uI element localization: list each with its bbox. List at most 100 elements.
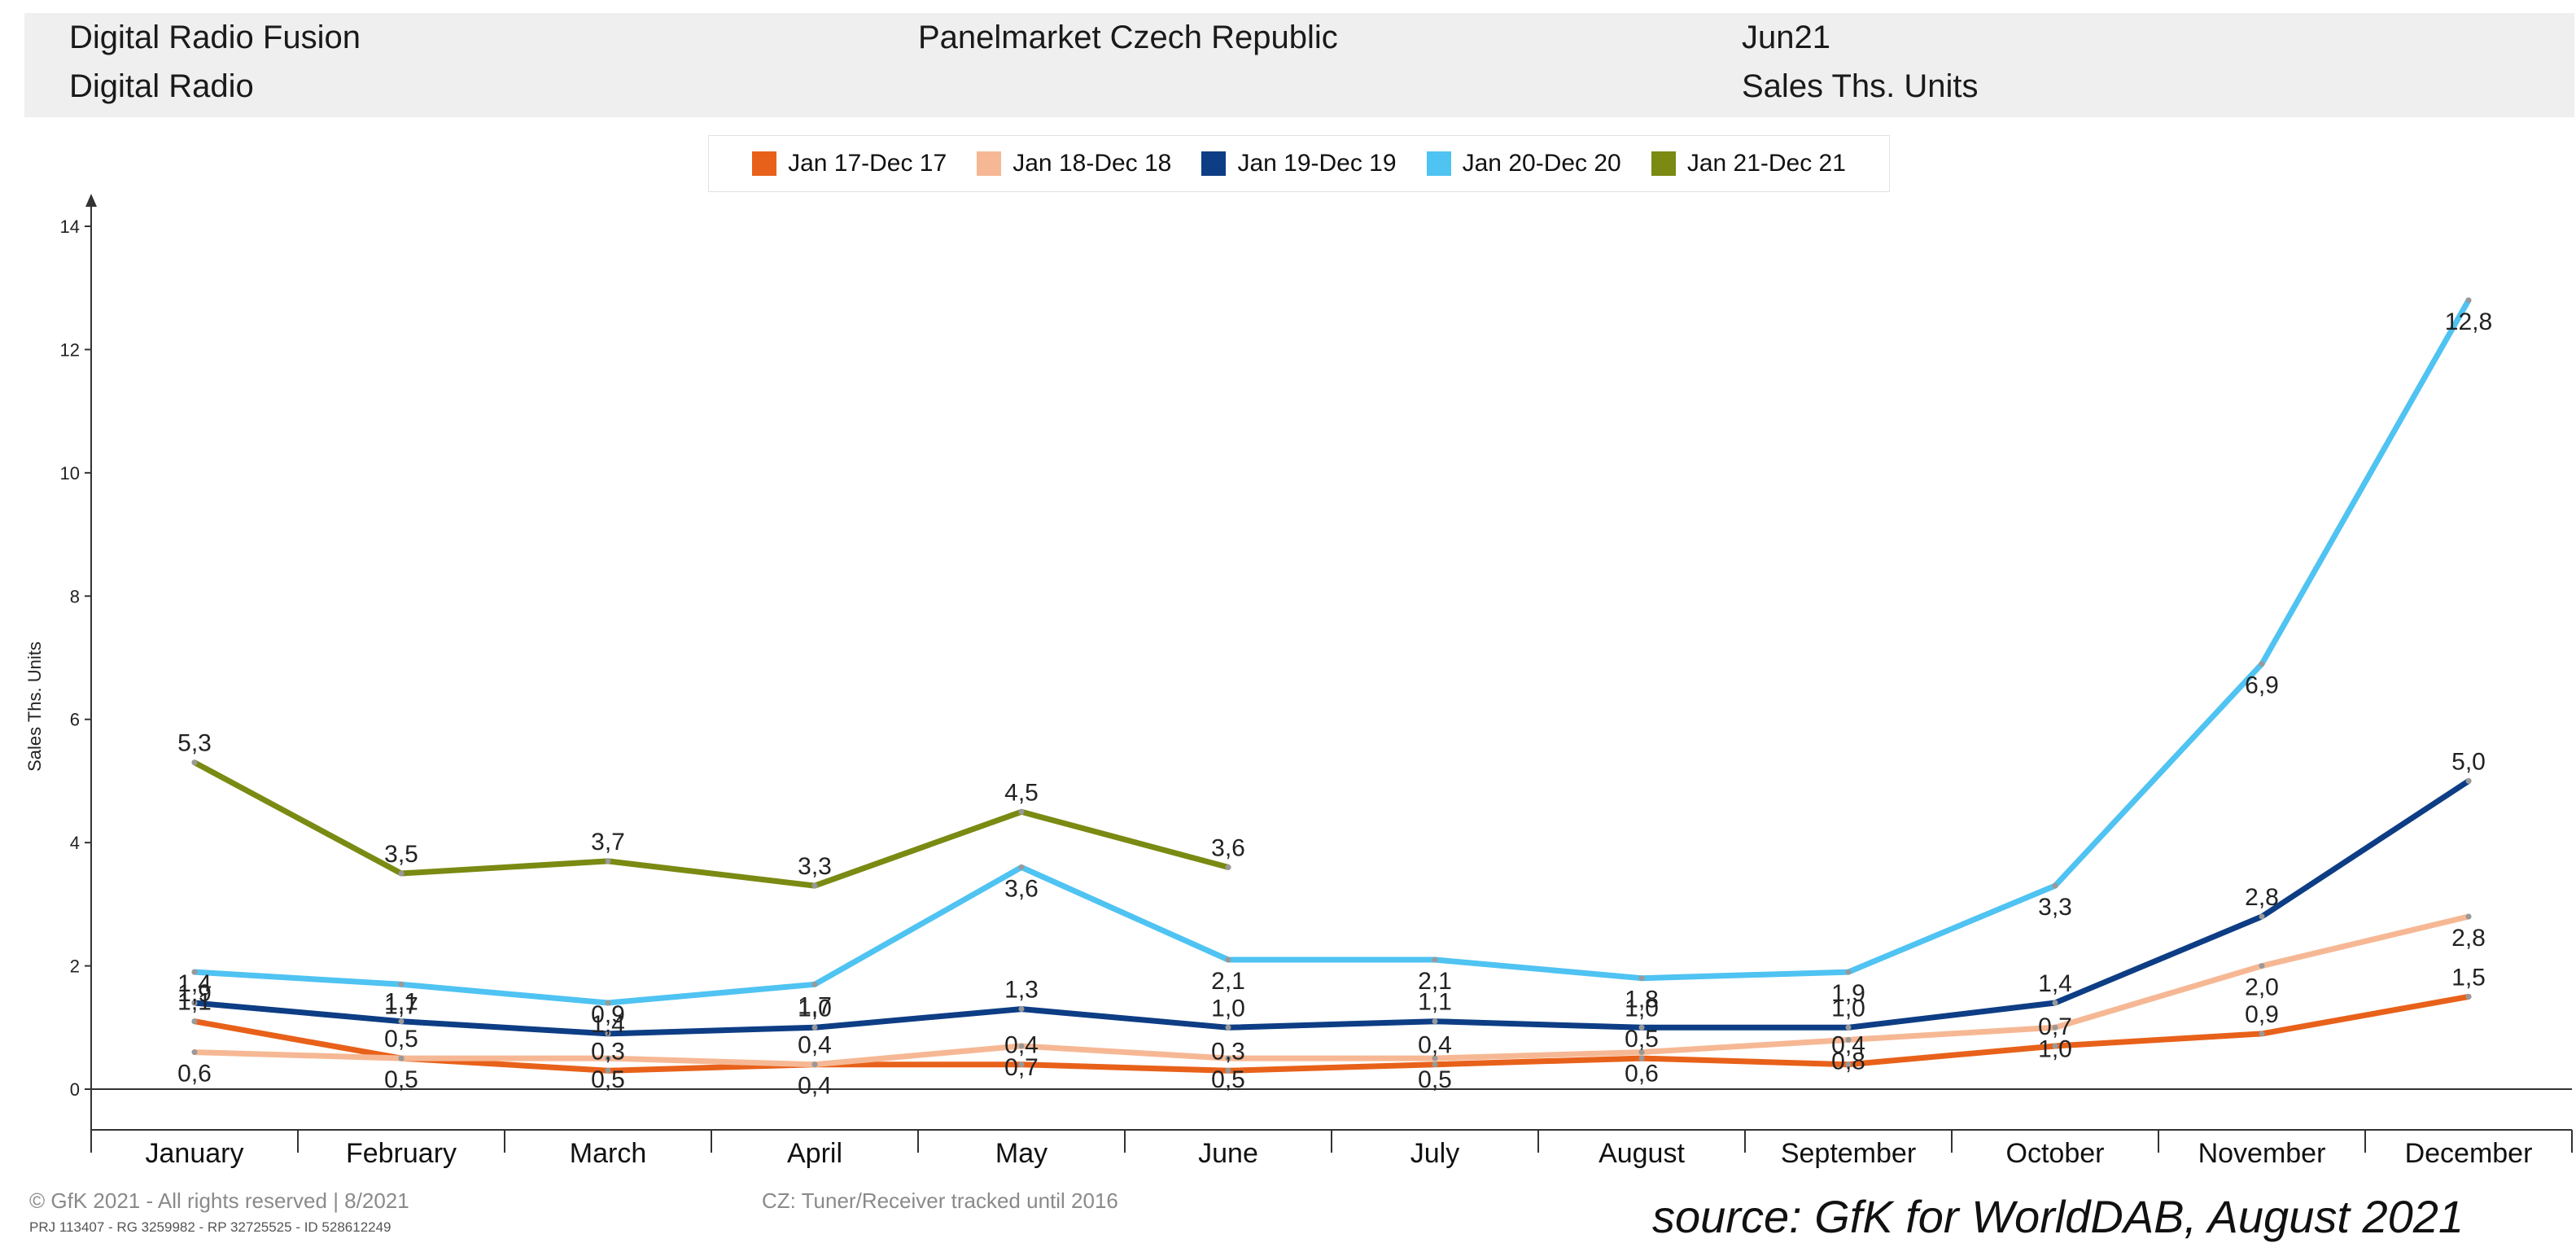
series-line-jan-19-dec-19: [191, 777, 2472, 1037]
legend-item-jan-17-dec-17: Jan 17-Dec 17: [752, 150, 947, 177]
data-label: 0,6: [177, 1061, 212, 1088]
footnote-text: CZ: Tuner/Receiver tracked until 2016: [762, 1188, 1118, 1213]
data-label: 1,0: [1211, 995, 1245, 1022]
legend-label: Jan 18-Dec 18: [1012, 150, 1172, 177]
legend-label: Jan 19-Dec 19: [1237, 150, 1397, 177]
series-line-jan-20-dec-20: [191, 297, 2472, 1006]
data-point: [605, 858, 611, 864]
data-label: 1,5: [2451, 964, 2486, 991]
data-label: 0,5: [1418, 1066, 1452, 1093]
legend-item-jan-21-dec-21: Jan 21-Dec 21: [1651, 150, 1846, 177]
data-label: 0,7: [2038, 1013, 2072, 1040]
data-point: [605, 1031, 611, 1037]
data-label: 1,7: [384, 992, 418, 1019]
series-line-jan-18-dec-18: [191, 913, 2472, 1068]
data-point: [2052, 1000, 2058, 1006]
data-label: 1,1: [177, 989, 212, 1016]
data-label: 0,5: [1625, 1026, 1659, 1053]
data-point: [398, 981, 405, 987]
data-label: 3,5: [384, 841, 418, 868]
data-point: [191, 759, 198, 766]
data-point: [2259, 963, 2265, 969]
data-label: 1,4: [2038, 970, 2072, 997]
data-point: [398, 1055, 405, 1061]
chart-header: Digital Radio Fusion Digital Radio Panel…: [24, 13, 2574, 117]
data-point: [191, 969, 198, 975]
data-label: 5,0: [2451, 748, 2486, 775]
data-label: 0,4: [798, 1032, 832, 1059]
data-label: 0,5: [384, 1066, 418, 1093]
data-label: 1,0: [1625, 995, 1659, 1022]
data-label: 1,0: [1831, 995, 1865, 1022]
legend-swatch: [1651, 151, 1676, 176]
y-axis-arrow: [85, 194, 97, 207]
data-point: [811, 981, 818, 987]
data-label: 3,6: [1004, 875, 1039, 902]
legend-label: Jan 20-Dec 20: [1462, 150, 1621, 177]
legend-label: Jan 17-Dec 17: [788, 150, 947, 177]
data-label: 6,9: [2245, 672, 2279, 699]
data-label: 3,7: [591, 829, 625, 856]
data-label: 1,9: [1831, 980, 1865, 1007]
data-point: [1018, 808, 1025, 815]
x-tick-label-september: September: [1781, 1138, 1916, 1169]
y-tick-label: 4: [70, 833, 80, 853]
data-point: [2052, 1024, 2058, 1031]
data-label: 1,7: [798, 992, 832, 1019]
x-tick-label-july: July: [1410, 1138, 1459, 1169]
data-point: [1432, 1018, 1438, 1025]
data-label: 0,4: [1831, 1032, 1865, 1059]
legend-item-jan-19-dec-19: Jan 19-Dec 19: [1201, 150, 1397, 177]
data-label: 1,3: [1004, 977, 1039, 1004]
data-point: [811, 882, 818, 889]
data-point: [1845, 1036, 1852, 1043]
data-label: 0,3: [1211, 1038, 1245, 1065]
data-point: [1638, 1024, 1645, 1031]
project-ids-text: PRJ 113407 - RG 3259982 - RP 32725525 - …: [29, 1219, 391, 1235]
x-tick-label-march: March: [570, 1138, 646, 1169]
data-point: [398, 870, 405, 877]
header-title: Digital Radio Fusion: [69, 20, 361, 55]
data-point: [1018, 1006, 1025, 1013]
data-point: [605, 1055, 611, 1061]
data-point: [2465, 777, 2472, 784]
data-point: [1432, 1055, 1438, 1061]
y-tick-label: 0: [70, 1079, 80, 1100]
data-point: [2259, 913, 2265, 920]
data-point: [1225, 1024, 1231, 1031]
series-line-jan-17-dec-17: [191, 993, 2472, 1074]
x-tick-label-february: February: [346, 1138, 457, 1169]
data-point: [811, 1061, 818, 1068]
data-point: [2052, 1043, 2058, 1049]
data-label: 1,1: [1418, 989, 1452, 1016]
data-label: 1,8: [1625, 987, 1659, 1013]
y-tick-label: 14: [60, 217, 80, 237]
data-label: 0,7: [1004, 1054, 1039, 1081]
x-tick-label-may: May: [995, 1138, 1047, 1169]
data-label: 0,8: [1831, 1048, 1865, 1074]
data-point: [2465, 913, 2472, 920]
y-tick-label: 12: [60, 339, 80, 360]
data-point: [2259, 1031, 2265, 1037]
data-label: 2,8: [2245, 884, 2279, 911]
data-point: [2465, 297, 2472, 304]
x-tick-label-november: November: [2198, 1138, 2326, 1169]
data-label: 1,0: [2038, 1035, 2072, 1062]
data-point: [1018, 1061, 1025, 1068]
data-point: [1845, 1024, 1852, 1031]
data-point: [605, 1000, 611, 1006]
x-tick-label-june: June: [1198, 1138, 1258, 1169]
data-point: [811, 1024, 818, 1031]
data-label: 1,0: [798, 995, 832, 1022]
data-point: [191, 1000, 198, 1006]
data-label: 4,5: [1004, 779, 1039, 806]
data-label: 0,5: [1211, 1066, 1245, 1093]
data-point: [1225, 864, 1231, 870]
data-label: 0,3: [591, 1038, 625, 1065]
data-label: 2,8: [2451, 925, 2486, 952]
data-point: [1845, 1061, 1852, 1068]
header-market: Panelmarket Czech Republic: [918, 20, 1338, 55]
data-label: 12,8: [2445, 309, 2492, 335]
y-tick-label: 6: [70, 710, 80, 730]
x-tick-label-december: December: [2405, 1138, 2533, 1169]
